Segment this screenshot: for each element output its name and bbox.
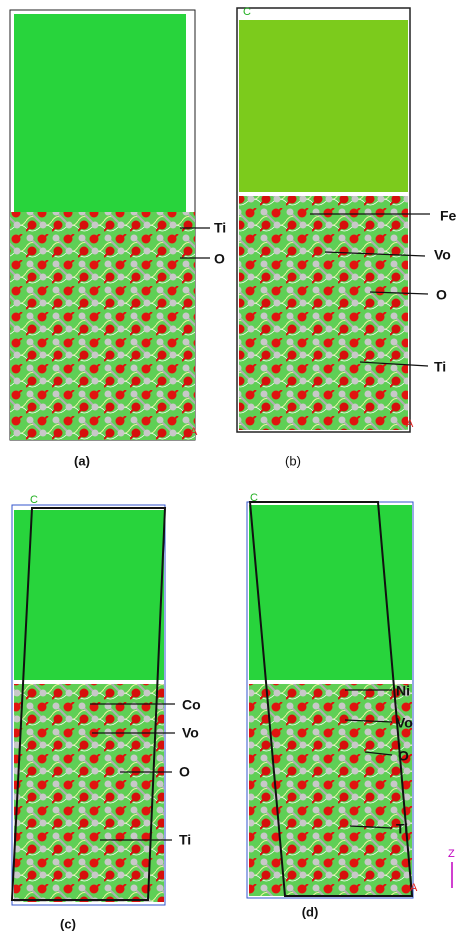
atom-label: Ti	[434, 359, 446, 375]
panel-d: Ni Vo O Ti C A Z (d)	[246, 492, 455, 919]
axis-letter: C	[243, 6, 251, 18]
axis-letter: C	[30, 494, 38, 506]
slab-region	[14, 684, 164, 902]
vacuum-region	[239, 20, 408, 192]
atom-label: O	[398, 748, 409, 764]
leader-line	[369, 291, 429, 295]
vacuum-region	[14, 510, 164, 680]
panel-caption: (b)	[285, 453, 301, 468]
atom-label: Fe	[440, 208, 457, 224]
slab-region	[249, 684, 412, 896]
panel-a: Ti O A (a)	[9, 9, 226, 468]
leader-line	[344, 719, 393, 723]
cell-outline	[10, 507, 167, 901]
panel-caption: (a)	[74, 453, 90, 468]
axis-letter: A	[190, 426, 198, 438]
panel-c: Co Vo O Ti C (c)	[10, 494, 201, 931]
axis-letter: C	[250, 492, 258, 504]
axis-letter: A	[406, 418, 414, 430]
cell-outline	[248, 501, 414, 897]
atom-label: O	[436, 287, 447, 303]
vacuum-region	[14, 14, 186, 214]
axis-letter: A	[410, 882, 418, 894]
vacuum-region	[249, 505, 412, 680]
atom-label: O	[179, 764, 190, 780]
atom-label: Ti	[214, 220, 226, 236]
leader-line	[324, 251, 426, 257]
leader-line	[359, 361, 429, 367]
atom-label: O	[214, 251, 225, 267]
atom-label: Co	[182, 697, 201, 713]
atom-label: Vo	[396, 715, 413, 731]
slab-region	[10, 212, 195, 440]
leader-line	[349, 825, 393, 829]
atom-label: Vo	[182, 725, 199, 741]
panel-caption: (d)	[302, 904, 319, 919]
atom-label: Vo	[434, 247, 451, 263]
panel-b: Fe Vo O Ti C A (b)	[236, 6, 457, 468]
panel-caption: (c)	[60, 916, 76, 931]
atom-label: Ti	[396, 821, 408, 837]
atom-label: Ni	[396, 683, 410, 699]
slab-region	[239, 196, 408, 430]
atom-label: Ti	[179, 832, 191, 848]
leader-line	[364, 751, 393, 756]
axis-letter: Z	[448, 848, 455, 860]
